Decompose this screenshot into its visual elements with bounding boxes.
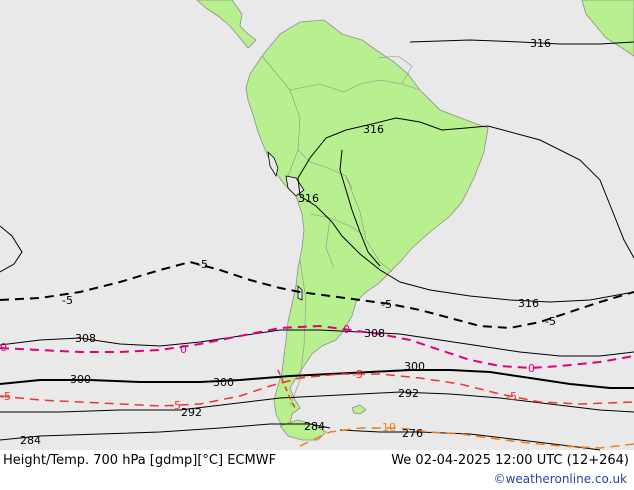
label-t0-andes: 0 bbox=[343, 323, 350, 336]
label-308-left: 308 bbox=[75, 332, 96, 345]
contour-left-loop bbox=[0, 225, 23, 273]
map-title: Height/Temp. 700 hPa [gdmp][°C] ECMWF bbox=[3, 453, 277, 468]
label-284-left: 284 bbox=[20, 434, 41, 447]
isotherm-minus5 bbox=[0, 373, 634, 407]
label-300-mid: 300 bbox=[213, 376, 234, 389]
label-316-andes: 316 bbox=[298, 192, 319, 205]
label-tm10: -10 bbox=[378, 421, 396, 434]
label-t5-coast: -5 bbox=[381, 298, 392, 311]
contour-316-north bbox=[409, 39, 634, 45]
label-308-mid: 308 bbox=[364, 327, 385, 340]
label-316-amazon: 316 bbox=[363, 123, 384, 136]
label-292-right: 292 bbox=[398, 387, 419, 400]
label-276: 276 bbox=[402, 427, 423, 440]
isotherm-zero bbox=[0, 324, 634, 370]
label-316-ne: 316 bbox=[530, 37, 551, 50]
contour-284 bbox=[0, 423, 331, 441]
label-t0-mid: 0 bbox=[180, 343, 187, 356]
falkland-islands bbox=[351, 404, 367, 415]
label-316-sa: 316 bbox=[518, 297, 539, 310]
label-t5-left: -5 bbox=[62, 294, 73, 307]
contour-labels: 316 316 316 316 -5 -5 -5 -5 308 308 0 0 … bbox=[0, 37, 556, 447]
label-284-mid: 284 bbox=[304, 420, 325, 433]
label-t0-left: 0 bbox=[0, 341, 7, 354]
contour-316-loop bbox=[339, 149, 381, 267]
south-america-landmass bbox=[245, 19, 489, 427]
label-300-left: 300 bbox=[70, 373, 91, 386]
label-300-right: 300 bbox=[404, 360, 425, 373]
isotherm-plus5 bbox=[0, 260, 634, 330]
contour-308 bbox=[0, 329, 634, 357]
tierra-del-fuego bbox=[279, 419, 327, 441]
credit-link[interactable]: ©weatheronline.co.uk bbox=[493, 472, 627, 486]
valid-time: We 02-04-2025 12:00 UTC (12+264) bbox=[391, 453, 629, 468]
contour-292 bbox=[0, 391, 634, 413]
label-t5-right: -5 bbox=[545, 315, 556, 328]
isotherm-minus10 bbox=[299, 427, 634, 449]
label-t0-right: 0 bbox=[528, 362, 535, 375]
label-t5-mid: -5 bbox=[197, 258, 208, 271]
label-tm5-left: -5 bbox=[0, 390, 11, 403]
label-tm5-patag: -5 bbox=[352, 368, 363, 381]
contour-300 bbox=[0, 369, 634, 389]
land-layer bbox=[196, 0, 634, 441]
contour-316-closed bbox=[297, 117, 634, 259]
isotherm-minus5-patagonia bbox=[277, 369, 297, 411]
contour-316-south bbox=[299, 195, 634, 303]
label-tm5-right: -5 bbox=[506, 390, 517, 403]
label-292-left: 292 bbox=[181, 406, 202, 419]
central-america-landmass bbox=[196, 0, 257, 49]
label-tm5-mid: -5 bbox=[170, 399, 181, 412]
